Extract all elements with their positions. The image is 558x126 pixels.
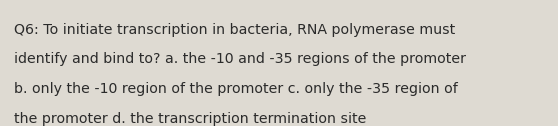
Text: Q6: To initiate transcription in bacteria, RNA polymerase must: Q6: To initiate transcription in bacteri… bbox=[14, 23, 455, 37]
Text: the promoter d. the transcription termination site: the promoter d. the transcription termin… bbox=[14, 112, 366, 125]
Text: identify and bind to? a. the -10 and -35 regions of the promoter: identify and bind to? a. the -10 and -35… bbox=[14, 52, 466, 66]
Text: b. only the -10 region of the promoter c. only the -35 region of: b. only the -10 region of the promoter c… bbox=[14, 82, 458, 96]
